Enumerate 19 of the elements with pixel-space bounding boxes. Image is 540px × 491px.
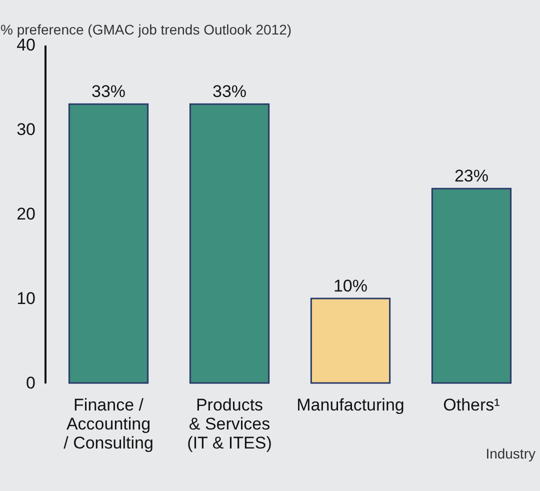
y-tick-label: 40 [16, 36, 36, 54]
y-tick-label: 30 [16, 120, 36, 139]
bar [310, 298, 391, 384]
y-tick-label: 10 [16, 289, 36, 308]
data-label: 23% [454, 166, 488, 186]
y-axis-title: % preference (GMAC job trends Outlook 2012) [0, 22, 292, 38]
x-tick-label: Finance / Accounting / Consulting [64, 396, 154, 452]
y-tick-label: 0 [26, 374, 36, 392]
x-tick-label: Others¹ [443, 396, 500, 414]
data-label: 33% [92, 82, 126, 102]
data-label: 10% [333, 276, 368, 296]
x-tick-label: Products & Services (IT & ITES) [187, 396, 272, 452]
bar [431, 188, 512, 384]
data-label: 33% [212, 82, 247, 102]
bar [68, 103, 149, 384]
x-tick-label: Manufacturing [296, 396, 404, 414]
bar [189, 103, 270, 384]
x-axis-title: Industry [486, 446, 536, 462]
y-tick-label: 20 [16, 204, 36, 224]
